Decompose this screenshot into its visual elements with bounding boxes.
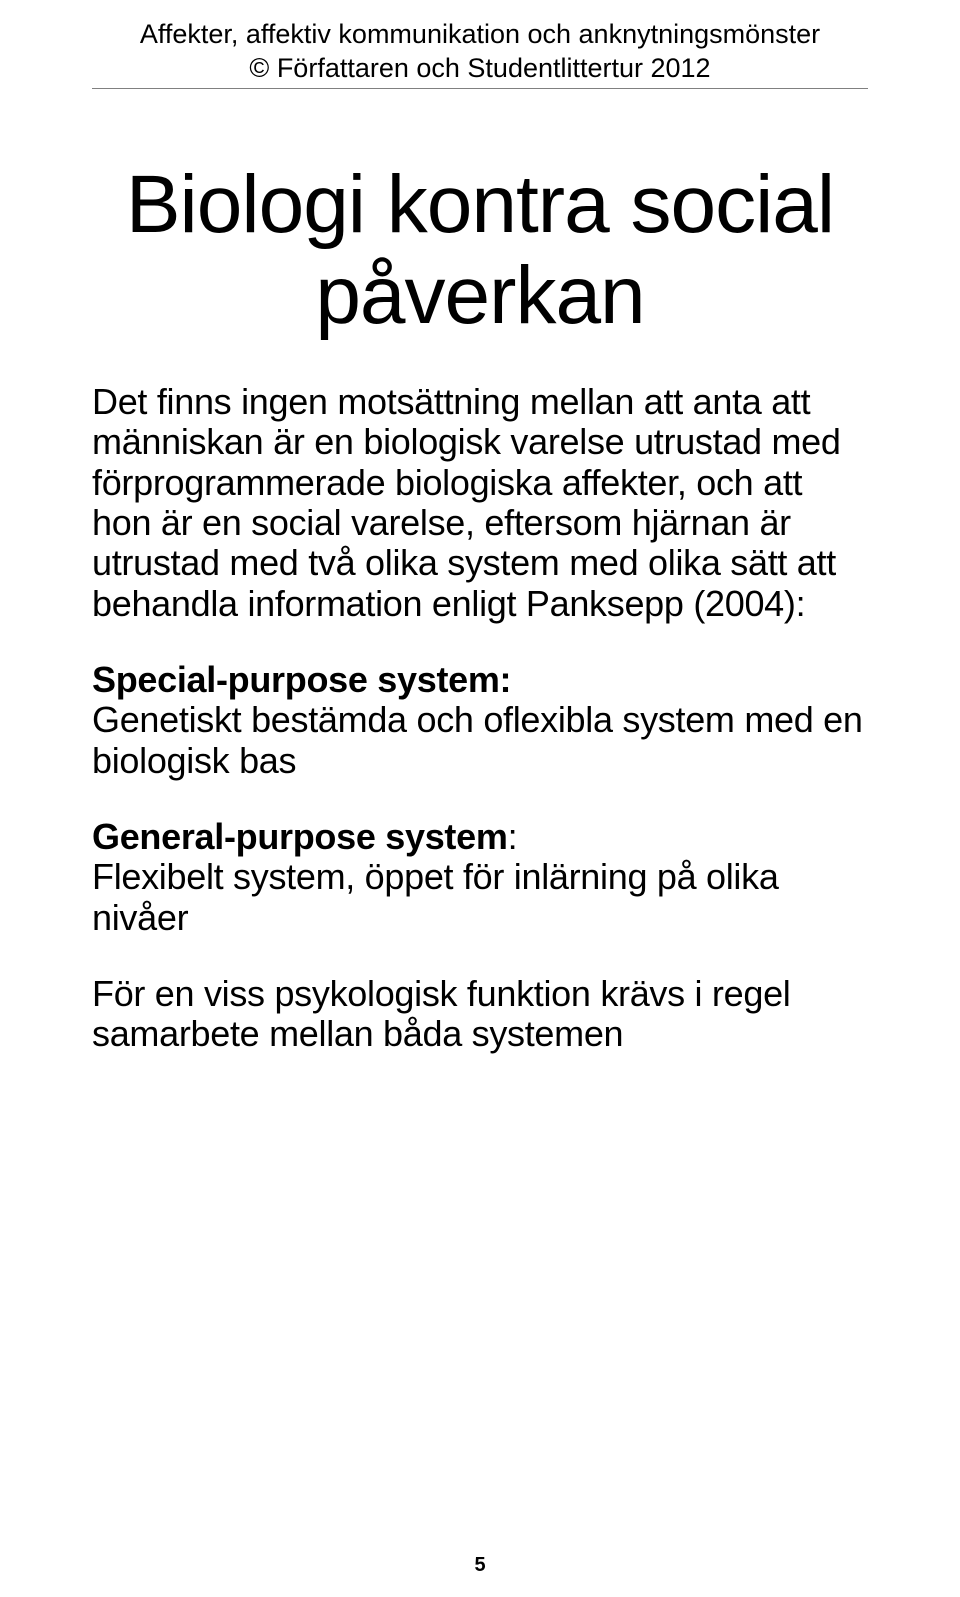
main-title: Biologi kontra social påverkan: [92, 159, 868, 343]
header-title: Affekter, affektiv kommunikation och ank…: [92, 18, 868, 52]
page: Affekter, affektiv kommunikation och ank…: [0, 0, 960, 1597]
body-content: Det finns ingen motsättning mellan att a…: [92, 382, 868, 1054]
page-number: 5: [0, 1554, 960, 1577]
special-purpose-section: Special-purpose system: Genetiskt bestäm…: [92, 660, 868, 781]
page-header: Affekter, affektiv kommunikation och ank…: [92, 18, 868, 89]
general-purpose-heading: General-purpose system: [92, 816, 508, 857]
general-purpose-colon: :: [508, 816, 518, 857]
intro-paragraph: Det finns ingen motsättning mellan att a…: [92, 382, 868, 624]
general-purpose-body: Flexibelt system, öppet för inlärning på…: [92, 856, 779, 937]
special-purpose-heading: Special-purpose system:: [92, 659, 511, 700]
closing-paragraph: För en viss psykologisk funktion krävs i…: [92, 974, 868, 1055]
general-purpose-section: General-purpose system: Flexibelt system…: [92, 817, 868, 938]
special-purpose-body: Genetiskt bestämda och oflexibla system …: [92, 699, 863, 780]
header-copyright: © Författaren och Studentlittertur 2012: [92, 52, 868, 86]
